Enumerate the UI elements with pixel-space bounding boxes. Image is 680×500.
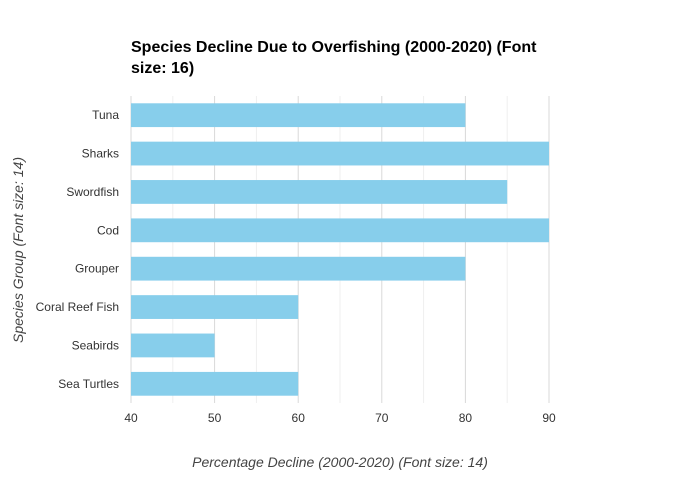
bar-swordfish (131, 180, 508, 204)
y-tick-label: Tuna (92, 108, 119, 122)
bar-grouper (131, 256, 466, 281)
x-tick-label: 40 (124, 411, 138, 425)
chart-title-line-2: size: 16) (131, 60, 194, 77)
bar-sea-turtles (131, 371, 299, 396)
x-tick-label: 90 (542, 411, 556, 425)
bar-tuna (131, 103, 466, 128)
bar-seabirds (131, 333, 215, 358)
y-tick-label: Coral Reef Fish (36, 300, 119, 314)
x-tick-label: 60 (292, 411, 306, 425)
chart-title-line-1: Species Decline Due to Overfishing (2000… (131, 39, 537, 56)
x-tick-label: 70 (375, 411, 389, 425)
y-axis-label: Species Group (Font size: 14) (10, 157, 26, 343)
y-tick-labels: Tuna Sharks Swordfish Cod Grouper Coral Reef … (36, 108, 120, 391)
y-tick-label: Swordfish (66, 185, 119, 199)
bar-sharks (131, 141, 549, 166)
y-tick-label: Seabirds (72, 338, 119, 352)
bar-cod (131, 218, 549, 243)
x-axis-label: Percentage Decline (2000-2020) (Font siz… (192, 454, 488, 470)
y-tick-label: Grouper (75, 262, 119, 276)
x-tick-labels: 40 50 60 70 80 90 (124, 411, 556, 425)
bar-coral-reef-fish (131, 295, 299, 319)
y-tick-label: Sharks (82, 147, 119, 161)
y-tick-label: Cod (97, 223, 119, 237)
x-tick-label: 50 (208, 411, 222, 425)
y-tick-label: Sea Turtles (58, 377, 119, 391)
x-tick-label: 80 (459, 411, 473, 425)
bars (131, 103, 549, 396)
